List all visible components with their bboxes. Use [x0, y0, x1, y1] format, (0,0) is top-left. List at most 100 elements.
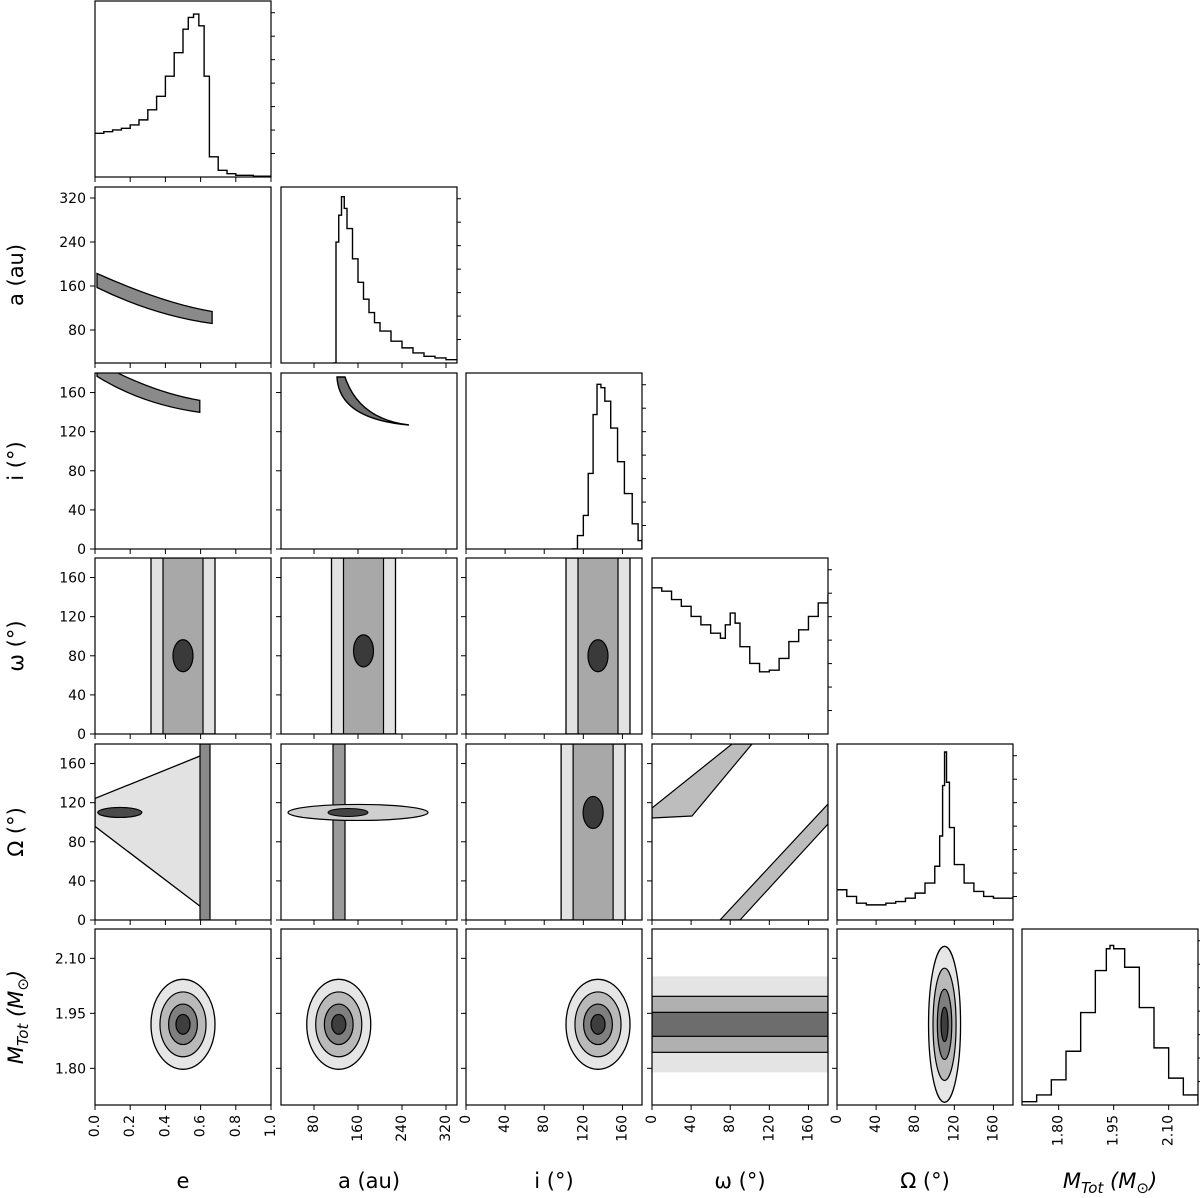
y-tick-label: 40	[68, 503, 86, 519]
y-axis-title-mtot: MTot (M⊙)	[4, 970, 32, 1064]
panel-content	[565, 558, 631, 734]
density-contour	[199, 744, 211, 920]
histogram-step-omega	[652, 587, 828, 673]
density-contour	[582, 795, 604, 830]
y-axis-title: ω (°)	[4, 620, 28, 671]
density-panel-a-i	[276, 372, 458, 554]
panel-frame	[651, 743, 829, 921]
panel-content	[652, 976, 828, 1073]
x-tick-label: 240	[394, 1115, 410, 1142]
x-tick-label: 0.0	[87, 1115, 103, 1137]
x-tick-label: 80	[306, 1115, 322, 1133]
histogram-step-i	[571, 383, 642, 549]
panel-content	[330, 558, 397, 734]
x-tick-label: 160	[614, 1115, 630, 1142]
panel-content	[652, 744, 828, 920]
panel-frame	[94, 928, 272, 1106]
x-axis-title: e	[177, 1169, 190, 1193]
y-tick-label: 160	[59, 571, 86, 587]
panel-ticks	[276, 392, 447, 554]
x-axis-title: ω (°)	[714, 1169, 765, 1193]
panel-content	[96, 373, 201, 414]
panel-ticks	[90, 577, 272, 739]
density-panel-a-omega	[276, 557, 458, 739]
panel-ticks	[90, 763, 272, 925]
density-contour	[95, 753, 206, 912]
panel-ticks	[276, 577, 447, 739]
x-tick-label: 0.6	[193, 1115, 209, 1137]
x-tick-label: 0.4	[157, 1115, 173, 1137]
y-tick-label: 2.10	[55, 951, 86, 967]
density-contour	[652, 1011, 828, 1037]
y-tick-label: 240	[59, 235, 86, 251]
histogram-panel-e	[94, 0, 275, 182]
density-contour	[331, 1013, 347, 1035]
panel-frame	[465, 372, 643, 550]
x-tick-label: 320	[438, 1115, 454, 1142]
density-panel-omega-Mtot	[647, 928, 829, 1110]
y-tick-label: 80	[68, 649, 86, 665]
panel-ticks	[313, 198, 461, 368]
panel-frame	[651, 928, 829, 1106]
x-tick-label: 120	[575, 1115, 591, 1142]
panel-content	[565, 978, 631, 1070]
x-tick-label: 40	[683, 1115, 699, 1133]
density-contour	[336, 376, 410, 426]
density-panel-e-Mtot	[90, 928, 272, 1110]
y-tick-label: 80	[68, 835, 86, 851]
x-tick-label: 40	[497, 1115, 513, 1133]
panel-ticks	[90, 392, 272, 554]
histogram-panel-i	[465, 372, 646, 554]
y-tick-label: 1.80	[55, 1061, 86, 1077]
density-contour	[572, 744, 614, 920]
x-tick-label: 120	[761, 1115, 777, 1142]
y-tick-label: 160	[59, 386, 86, 402]
x-tick-label: 0	[644, 1115, 660, 1124]
panel-frame	[651, 557, 829, 735]
panel-ticks	[647, 763, 809, 925]
y-tick-label: 120	[59, 610, 86, 626]
y-tick-label: 160	[59, 279, 86, 295]
x-tick-label: 120	[946, 1115, 962, 1142]
y-axis-title: a (au)	[4, 244, 28, 306]
density-panel-e-a	[90, 186, 272, 368]
density-panel-a-Mtot	[276, 928, 458, 1110]
panel-ticks	[461, 957, 623, 1110]
density-panel-i-Mtot	[461, 928, 643, 1110]
panel-content	[150, 978, 216, 1070]
x-axis-title: a (au)	[338, 1169, 400, 1193]
y-tick-label: 320	[59, 191, 86, 207]
axis-titles: e a (au) i (°) ω (°) Ω (°) MTot (M⊙) a (au) i (…	[4, 244, 1157, 1197]
panel-ticks	[461, 577, 623, 739]
density-contour	[327, 807, 369, 817]
density-panel-Omega-Mtot	[832, 928, 1014, 1110]
density-contour	[172, 639, 194, 673]
density-contour	[352, 634, 375, 668]
panel-ticks	[1058, 940, 1200, 1110]
panel-content	[287, 744, 429, 920]
panel-frame	[465, 743, 643, 921]
y-tick-label: 40	[68, 688, 86, 704]
panel-ticks	[94, 12, 275, 182]
panel-content	[95, 744, 211, 920]
x-tick-label: 2.10	[1161, 1115, 1177, 1146]
panel-frame	[1021, 928, 1199, 1106]
density-panel-e-Omega	[90, 743, 272, 925]
labels-layer: 0.0 0.2 0.4 0.6 0.8 1.0 80 160 240 320 0 40 80 120 160…	[4, 191, 1177, 1197]
panel-content	[927, 945, 962, 1103]
density-contour	[96, 272, 213, 325]
x-tick-label: 40	[868, 1115, 884, 1133]
panels-layer	[90, 0, 1200, 1110]
x-axis-title: Ω (°)	[900, 1169, 950, 1193]
x-tick-label: 0	[829, 1115, 845, 1124]
histogram-step-e	[95, 13, 271, 177]
histogram-panel-omega	[651, 557, 832, 739]
y-tick-label: 120	[59, 425, 86, 441]
panel-ticks	[832, 957, 994, 1110]
x-tick-label: 0.2	[122, 1115, 138, 1137]
panel-content	[96, 272, 213, 325]
y-tick-label: 0	[77, 542, 86, 558]
panel-frame	[94, 186, 272, 364]
y-axis-title: i (°)	[4, 441, 28, 480]
